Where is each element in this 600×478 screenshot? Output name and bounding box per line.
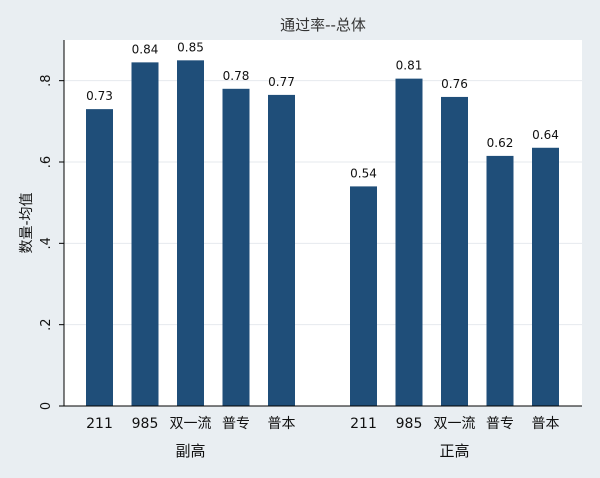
category-label: 双一流 [170, 416, 212, 432]
bar [395, 78, 423, 406]
category-label: 普本 [268, 416, 296, 432]
y-tick-label: .6 [39, 156, 54, 168]
y-tick-label: .2 [39, 318, 54, 330]
data-label: 0.54 [350, 166, 377, 180]
data-label: 0.62 [487, 136, 514, 150]
category-label: 普专 [486, 416, 514, 432]
bar [222, 88, 250, 407]
data-label: 0.77 [268, 75, 295, 89]
bar [177, 60, 204, 406]
labels: 0 .2 .4 .6 .8 0.73 211 0.84 985 0.85 双一流 0.78 普专 0.77… [39, 40, 560, 460]
data-label: 0.78 [223, 69, 250, 83]
data-label: 0.76 [441, 77, 468, 91]
bar [486, 155, 514, 406]
category-label: 211 [350, 416, 377, 432]
y-axis-title: 数量-均值 [19, 192, 35, 253]
category-label: 985 [132, 416, 159, 432]
bar [532, 147, 559, 406]
bar [350, 186, 377, 406]
y-tick-label: 0 [39, 402, 54, 410]
data-label: 0.85 [177, 40, 204, 54]
group-label: 副高 [175, 442, 205, 460]
y-tick-label: .4 [39, 237, 54, 249]
bar [86, 109, 113, 406]
data-label: 0.64 [532, 128, 559, 142]
y-tick-label: .8 [39, 74, 54, 86]
bar [268, 94, 295, 407]
category-label: 普专 [222, 416, 250, 432]
category-label: 普本 [532, 416, 560, 432]
bar [131, 62, 159, 406]
bars [86, 60, 559, 407]
data-label: 0.84 [132, 42, 159, 56]
bar [441, 96, 468, 406]
chart-title: 通过率--总体 [280, 16, 366, 34]
group-label: 正高 [439, 442, 469, 460]
data-label: 0.81 [396, 59, 423, 73]
category-label: 211 [86, 416, 113, 432]
data-label: 0.73 [86, 89, 113, 103]
category-label: 双一流 [434, 416, 476, 432]
category-label: 985 [396, 416, 423, 432]
